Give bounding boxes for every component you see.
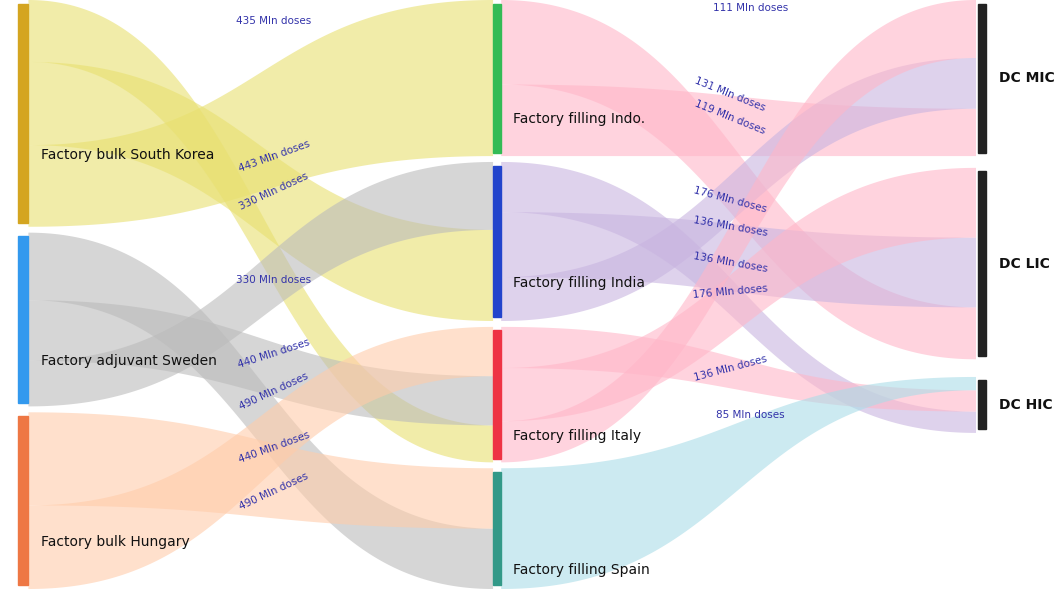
- Bar: [493, 166, 501, 317]
- Polygon shape: [501, 84, 975, 156]
- Text: 136 Mln doses: 136 Mln doses: [693, 216, 768, 238]
- Polygon shape: [501, 377, 975, 589]
- Text: Factory filling India: Factory filling India: [513, 276, 645, 290]
- Bar: [18, 416, 29, 585]
- Polygon shape: [501, 212, 975, 307]
- Text: 330 Mln doses: 330 Mln doses: [238, 171, 310, 212]
- Bar: [978, 4, 986, 153]
- Text: 85 Mln doses: 85 Mln doses: [716, 410, 785, 419]
- Bar: [493, 472, 501, 585]
- Text: 136 Mln doses: 136 Mln doses: [693, 251, 768, 273]
- Bar: [29, 236, 493, 403]
- Polygon shape: [29, 327, 493, 589]
- Bar: [978, 380, 986, 429]
- Text: 443 Mln doses: 443 Mln doses: [237, 138, 311, 174]
- Text: 176 Mln doses: 176 Mln doses: [693, 186, 768, 215]
- Text: Factory adjuvant Sweden: Factory adjuvant Sweden: [40, 354, 217, 368]
- Text: 111 Mln doses: 111 Mln doses: [713, 3, 788, 12]
- Text: 330 Mln doses: 330 Mln doses: [236, 275, 311, 284]
- Polygon shape: [29, 233, 493, 589]
- Bar: [493, 330, 501, 459]
- Bar: [29, 4, 493, 223]
- Bar: [493, 4, 501, 153]
- Polygon shape: [501, 168, 975, 421]
- Text: DC LIC: DC LIC: [1000, 257, 1051, 270]
- Text: Factory bulk South Korea: Factory bulk South Korea: [40, 148, 214, 161]
- Polygon shape: [29, 0, 493, 462]
- Bar: [18, 236, 29, 403]
- Text: Factory filling Italy: Factory filling Italy: [513, 429, 641, 443]
- Text: 490 Mln doses: 490 Mln doses: [238, 471, 310, 512]
- Text: Factory bulk Hungary: Factory bulk Hungary: [40, 535, 189, 549]
- Polygon shape: [501, 0, 975, 359]
- Polygon shape: [29, 62, 493, 321]
- Text: 435 Mln doses: 435 Mln doses: [236, 16, 311, 25]
- Polygon shape: [29, 300, 493, 425]
- Text: 440 Mln doses: 440 Mln doses: [237, 337, 311, 370]
- Text: 136 Mln doses: 136 Mln doses: [693, 353, 768, 383]
- Polygon shape: [29, 0, 493, 227]
- Polygon shape: [501, 162, 975, 433]
- Bar: [978, 171, 986, 356]
- Text: 131 Mln doses: 131 Mln doses: [694, 75, 767, 113]
- Bar: [29, 416, 493, 585]
- Text: Factory filling Indo.: Factory filling Indo.: [513, 112, 645, 126]
- Text: DC MIC: DC MIC: [1000, 71, 1055, 85]
- Polygon shape: [501, 58, 975, 321]
- Polygon shape: [29, 412, 493, 529]
- Bar: [18, 4, 29, 223]
- Polygon shape: [501, 327, 975, 412]
- Text: 119 Mln doses: 119 Mln doses: [694, 99, 767, 137]
- Text: 176 Mln doses: 176 Mln doses: [693, 283, 768, 300]
- Polygon shape: [501, 0, 975, 462]
- Text: 490 Mln doses: 490 Mln doses: [238, 371, 310, 412]
- Text: Factory filling Spain: Factory filling Spain: [513, 563, 650, 577]
- Polygon shape: [29, 162, 493, 406]
- Text: DC HIC: DC HIC: [1000, 398, 1053, 412]
- Text: 440 Mln doses: 440 Mln doses: [237, 430, 311, 465]
